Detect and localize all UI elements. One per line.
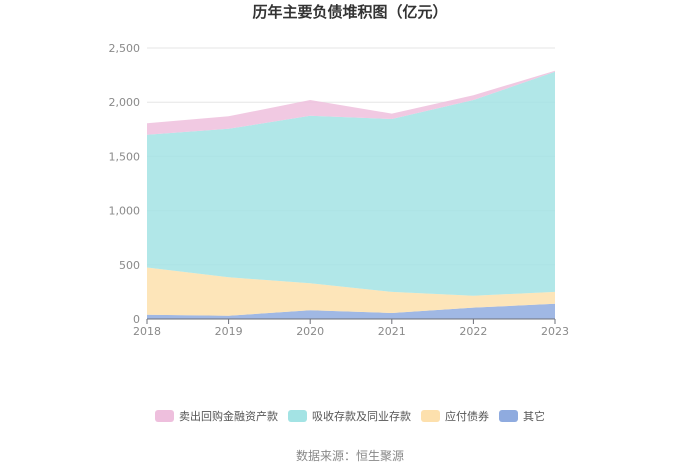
x-tick-label: 2023 bbox=[541, 325, 569, 338]
legend-label: 吸收存款及同业存款 bbox=[312, 409, 411, 423]
y-tick-label: 500 bbox=[119, 259, 140, 272]
chart-title: 历年主要负债堆积图（亿元） bbox=[252, 3, 447, 21]
legend-swatch bbox=[421, 410, 440, 422]
x-tick-label: 2019 bbox=[215, 325, 243, 338]
data-source: 数据来源：恒生聚源 bbox=[296, 448, 404, 463]
legend-item[interactable]: 吸收存款及同业存款 bbox=[288, 409, 411, 423]
legend-swatch bbox=[155, 410, 174, 422]
legend-swatch bbox=[499, 410, 518, 422]
legend-label: 卖出回购金融资产款 bbox=[179, 409, 278, 423]
y-tick-label: 2,500 bbox=[109, 42, 141, 55]
area-series-1 bbox=[147, 267, 555, 316]
legend-item[interactable]: 其它 bbox=[499, 409, 545, 423]
legend-item[interactable]: 卖出回购金融资产款 bbox=[155, 409, 278, 423]
legend-swatch bbox=[288, 410, 307, 422]
x-tick-label: 2021 bbox=[378, 325, 406, 338]
area-series bbox=[147, 70, 555, 319]
area-series-0 bbox=[147, 303, 555, 319]
legend-label: 其它 bbox=[523, 409, 545, 423]
x-axis: 2018 2019 2020 2021 2022 2023 bbox=[133, 318, 569, 338]
y-tick-label: 1,500 bbox=[109, 150, 141, 163]
legend: 卖出回购金融资产款 吸收存款及同业存款 应付债券 其它 bbox=[155, 409, 545, 423]
y-tick-label: 2,000 bbox=[109, 96, 141, 109]
x-tick-label: 2018 bbox=[133, 325, 161, 338]
x-tick-label: 2022 bbox=[459, 325, 487, 338]
legend-label: 应付债券 bbox=[445, 409, 489, 423]
legend-item[interactable]: 应付债券 bbox=[421, 409, 489, 423]
y-tick-label: 0 bbox=[133, 313, 140, 326]
y-tick-label: 1,000 bbox=[109, 205, 141, 218]
y-axis: 0 500 1,000 1,500 2,000 2,500 bbox=[109, 42, 141, 326]
area-series-3 bbox=[147, 70, 555, 135]
area-series-2 bbox=[147, 71, 555, 296]
x-tick-label: 2020 bbox=[296, 325, 324, 338]
